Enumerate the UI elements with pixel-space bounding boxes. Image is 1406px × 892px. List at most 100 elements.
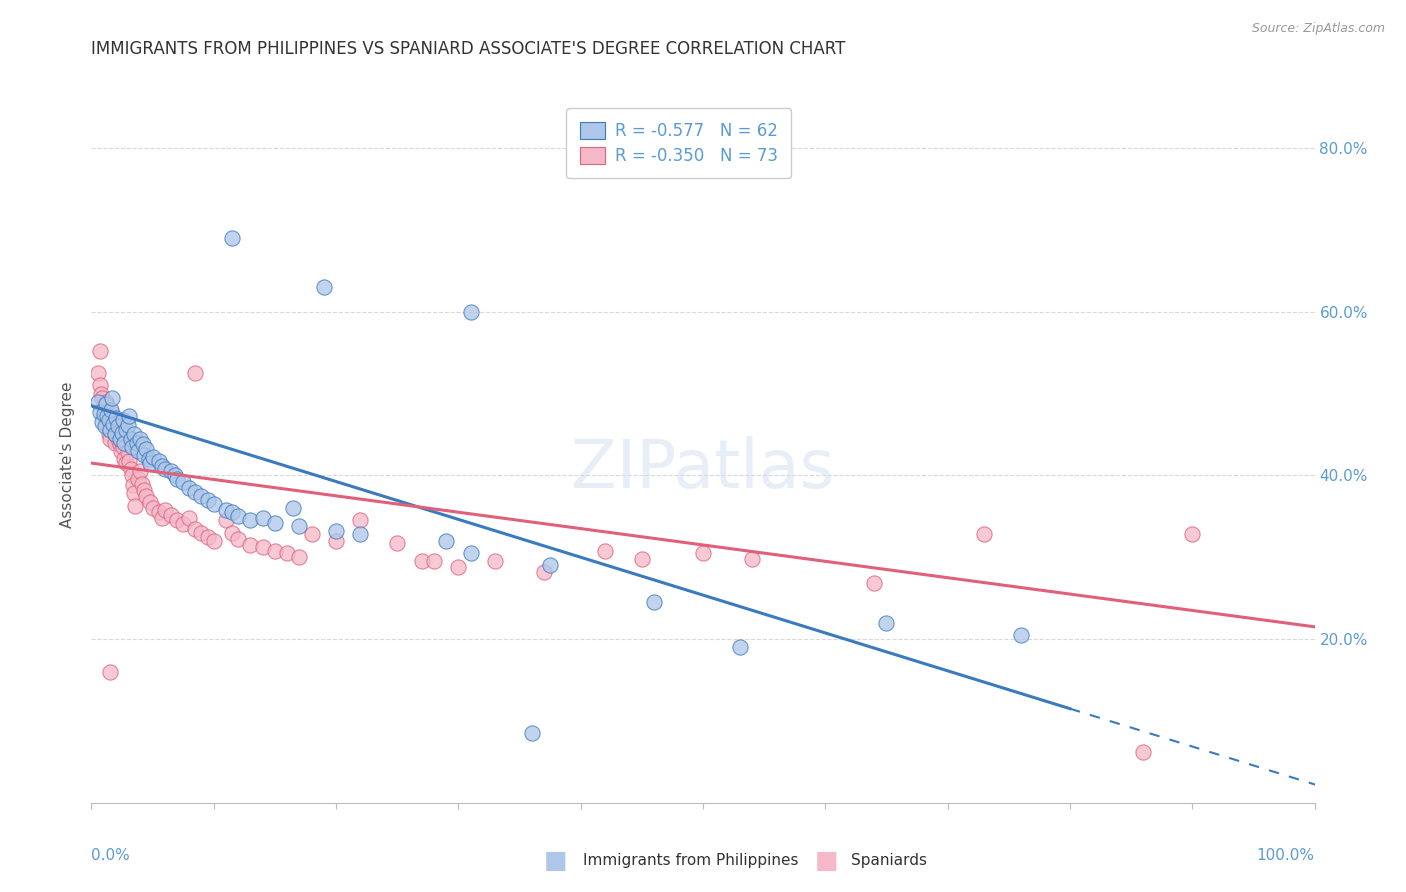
Point: [98, 423, 121, 437]
Point: [741, 552, 763, 566]
Point: [89, 378, 111, 392]
Point: [325, 524, 347, 538]
Text: 0.0%: 0.0%: [91, 848, 131, 863]
Point: [538, 558, 561, 573]
Point: [875, 615, 898, 630]
Point: [114, 423, 136, 437]
Point: [520, 726, 543, 740]
Point: [631, 552, 654, 566]
Point: [135, 489, 157, 503]
Point: [1181, 527, 1204, 541]
Point: [122, 478, 145, 492]
Point: [312, 280, 335, 294]
Point: [215, 513, 238, 527]
Point: [93, 399, 115, 413]
Point: [179, 511, 201, 525]
Point: [120, 462, 142, 476]
Point: [728, 640, 751, 655]
Point: [643, 595, 665, 609]
Point: [104, 415, 127, 429]
Point: [484, 554, 506, 568]
Point: [221, 231, 243, 245]
Point: [103, 417, 125, 431]
Point: [973, 527, 995, 541]
Point: [90, 386, 112, 401]
Point: [533, 565, 555, 579]
Point: [104, 435, 127, 450]
Point: [184, 522, 207, 536]
Point: [96, 417, 118, 432]
Point: [114, 456, 136, 470]
Text: 100.0%: 100.0%: [1257, 848, 1315, 863]
Point: [139, 456, 162, 470]
Point: [264, 543, 287, 558]
Point: [132, 483, 155, 497]
Point: [226, 509, 249, 524]
Point: [91, 415, 114, 429]
Point: [108, 432, 131, 446]
Point: [86, 366, 108, 380]
Point: [97, 427, 120, 442]
Point: [197, 530, 219, 544]
Point: [107, 419, 129, 434]
Point: [202, 497, 225, 511]
Point: [96, 409, 118, 424]
Text: ■: ■: [815, 849, 838, 872]
Point: [288, 550, 311, 565]
Point: [221, 505, 243, 519]
Point: [301, 527, 323, 541]
Point: [108, 437, 131, 451]
Point: [107, 432, 129, 446]
Point: [460, 304, 482, 318]
Point: [1010, 628, 1032, 642]
Point: [141, 501, 163, 516]
Point: [111, 429, 134, 443]
Point: [153, 502, 176, 516]
Point: [197, 492, 219, 507]
Point: [111, 425, 134, 440]
Point: [288, 519, 311, 533]
Point: [166, 473, 188, 487]
Point: [239, 513, 262, 527]
Point: [148, 453, 170, 467]
Point: [148, 505, 170, 519]
Point: [141, 450, 163, 465]
Point: [122, 427, 145, 442]
Point: [121, 468, 143, 483]
Point: [423, 554, 446, 568]
Point: [89, 343, 111, 358]
Legend: R = -0.577   N = 62, R = -0.350   N = 73: R = -0.577 N = 62, R = -0.350 N = 73: [567, 109, 790, 178]
Point: [184, 366, 207, 380]
Point: [202, 533, 225, 548]
Point: [127, 443, 149, 458]
Point: [98, 665, 121, 679]
Text: ZIPatlas: ZIPatlas: [571, 436, 835, 502]
Point: [135, 442, 157, 457]
Point: [104, 411, 127, 425]
Text: IMMIGRANTS FROM PHILIPPINES VS SPANIARD ASSOCIATE'S DEGREE CORRELATION CHART: IMMIGRANTS FROM PHILIPPINES VS SPANIARD …: [91, 40, 846, 58]
Point: [221, 525, 243, 540]
Point: [97, 413, 120, 427]
Text: Source: ZipAtlas.com: Source: ZipAtlas.com: [1251, 22, 1385, 36]
Point: [118, 409, 141, 424]
Point: [121, 440, 143, 454]
Point: [150, 458, 173, 473]
Point: [692, 546, 714, 560]
Point: [122, 486, 145, 500]
Point: [434, 533, 457, 548]
Point: [117, 445, 139, 459]
Point: [129, 432, 152, 446]
Point: [100, 403, 122, 417]
Point: [124, 500, 146, 514]
Point: [349, 527, 371, 541]
Point: [110, 443, 132, 458]
Point: [103, 423, 125, 437]
Point: [100, 404, 122, 418]
Point: [1132, 745, 1154, 759]
Point: [276, 546, 298, 560]
Point: [112, 440, 135, 454]
Point: [447, 560, 470, 574]
Point: [160, 464, 183, 478]
Point: [112, 413, 135, 427]
Point: [91, 391, 114, 405]
